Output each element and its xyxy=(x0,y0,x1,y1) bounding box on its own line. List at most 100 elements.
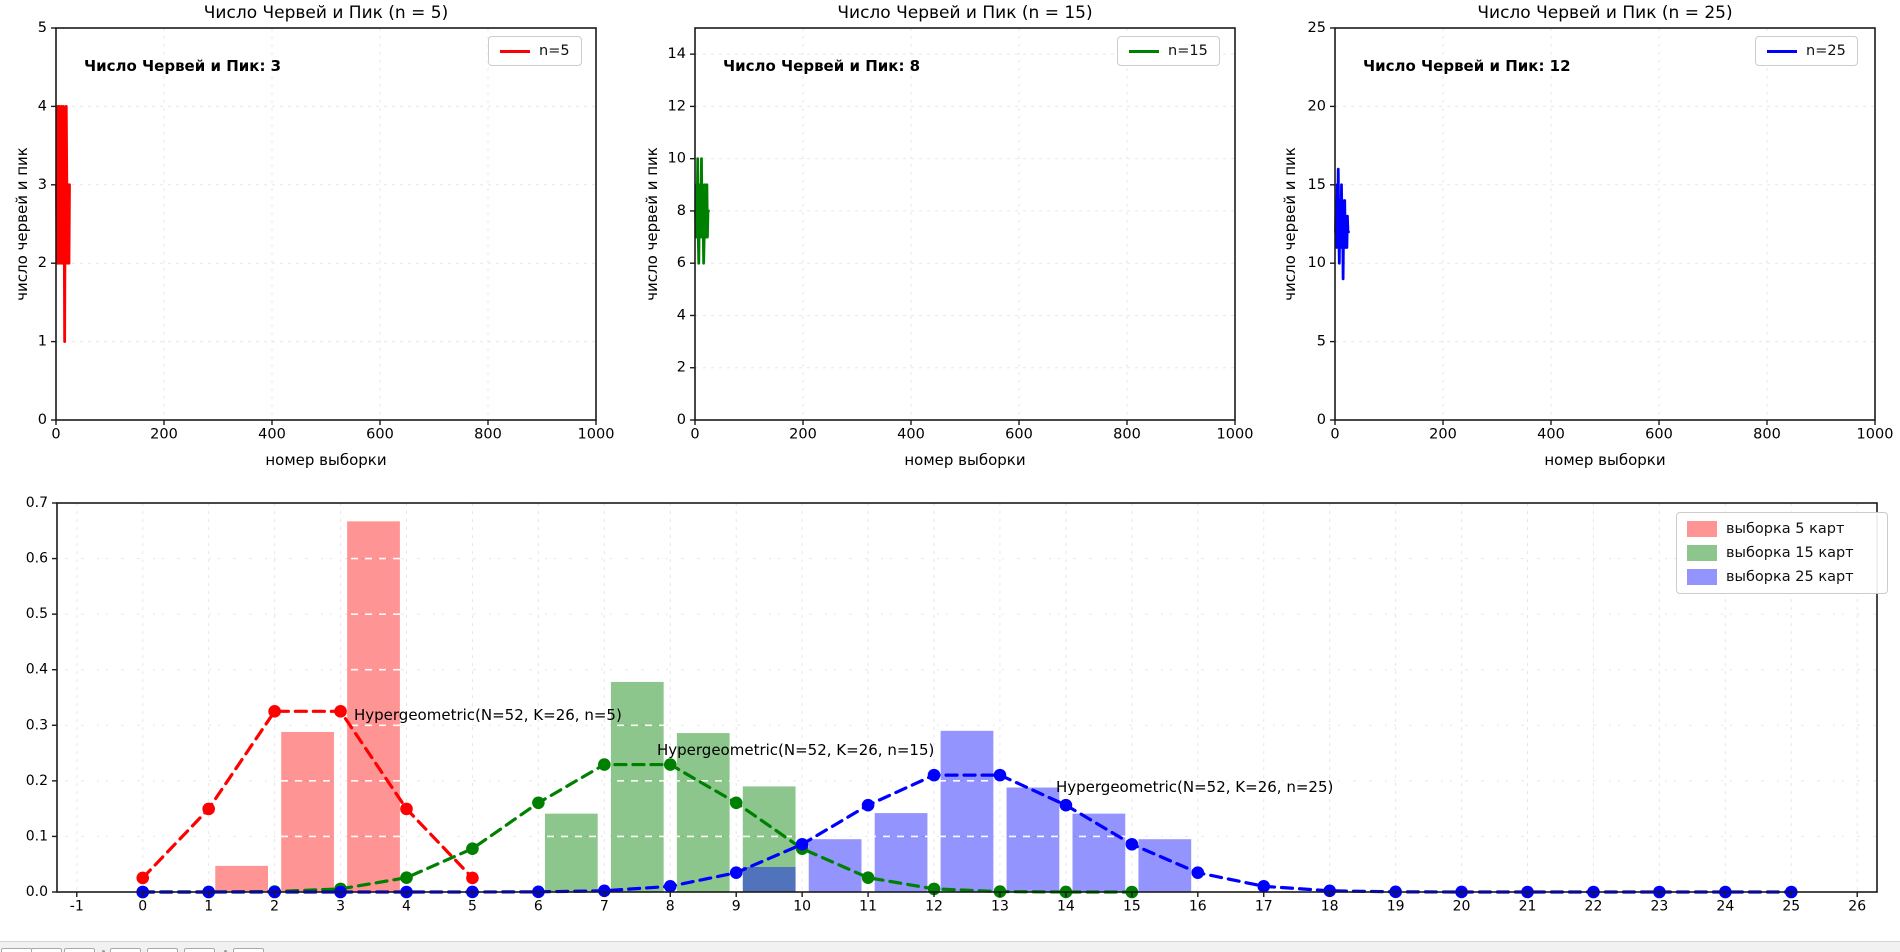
svg-text:11: 11 xyxy=(859,899,877,915)
svg-text:10: 10 xyxy=(793,899,811,915)
svg-text:17: 17 xyxy=(1255,899,1273,915)
chart1-title: Число Червей и Пик (n = 5) xyxy=(203,3,449,23)
chart2-annotation: Число Червей и Пик: 8 xyxy=(723,57,921,75)
svg-text:15: 15 xyxy=(1308,177,1326,193)
svg-text:12: 12 xyxy=(925,899,943,915)
svg-text:600: 600 xyxy=(1005,427,1033,443)
svg-text:4: 4 xyxy=(38,98,47,114)
svg-text:7: 7 xyxy=(600,899,609,915)
svg-text:10: 10 xyxy=(668,151,686,167)
histogram-legend: выборка 5 карт выборка 15 карт выборка 2… xyxy=(1676,512,1888,594)
legend-label: выборка 5 карт xyxy=(1726,521,1845,537)
svg-text:24: 24 xyxy=(1716,899,1734,915)
svg-text:21: 21 xyxy=(1519,899,1537,915)
svg-text:3: 3 xyxy=(336,899,345,915)
svg-text:800: 800 xyxy=(474,427,502,443)
svg-text:5: 5 xyxy=(1317,334,1326,350)
svg-text:800: 800 xyxy=(1113,427,1141,443)
svg-text:0.3: 0.3 xyxy=(26,717,48,733)
svg-text:400: 400 xyxy=(897,427,925,443)
chart2-xlabel: номер выборки xyxy=(904,451,1026,469)
svg-text:25: 25 xyxy=(1308,20,1326,36)
svg-text:200: 200 xyxy=(150,427,178,443)
chart1-annotation: Число Червей и Пик: 3 xyxy=(84,57,282,75)
svg-text:0.6: 0.6 xyxy=(26,551,48,567)
toolbar-button[interactable] xyxy=(147,948,178,952)
legend-patch-swatch xyxy=(1687,569,1717,585)
legend-label: n=5 xyxy=(539,43,570,59)
svg-text:2: 2 xyxy=(38,255,47,271)
svg-text:14: 14 xyxy=(668,46,686,62)
svg-text:600: 600 xyxy=(1645,427,1673,443)
legend-patch-swatch xyxy=(1687,521,1717,537)
svg-text:0: 0 xyxy=(51,427,60,443)
svg-text:1000: 1000 xyxy=(1217,427,1254,443)
legend-line-swatch xyxy=(500,49,530,53)
svg-text:6: 6 xyxy=(534,899,543,915)
svg-text:0.4: 0.4 xyxy=(26,662,48,678)
toolbar-separator xyxy=(224,950,227,952)
legend-label: выборка 25 карт xyxy=(1726,569,1854,585)
svg-text:600: 600 xyxy=(366,427,394,443)
pmf-annotation-n25: Hypergeometric(N=52, K=26, n=25) xyxy=(1056,778,1334,796)
chart3-xlabel: номер выборки xyxy=(1544,451,1666,469)
legend-label: n=25 xyxy=(1806,43,1846,59)
toolbar-button[interactable] xyxy=(1,948,32,952)
svg-text:20: 20 xyxy=(1453,899,1471,915)
svg-text:16: 16 xyxy=(1189,899,1207,915)
svg-text:22: 22 xyxy=(1585,899,1603,915)
chart3-annotation: Число Червей и Пик: 12 xyxy=(1363,57,1571,75)
svg-text:0.5: 0.5 xyxy=(26,606,48,622)
svg-text:12: 12 xyxy=(668,98,686,114)
svg-text:5: 5 xyxy=(38,20,47,36)
pmf-annotation-n5: Hypergeometric(N=52, K=26, n=5) xyxy=(354,706,622,724)
legend-row: выборка 25 карт xyxy=(1687,569,1877,585)
svg-text:14: 14 xyxy=(1057,899,1075,915)
svg-text:19: 19 xyxy=(1387,899,1405,915)
svg-text:5: 5 xyxy=(468,899,477,915)
svg-text:15: 15 xyxy=(1123,899,1141,915)
svg-text:200: 200 xyxy=(789,427,817,443)
chart2-ylabel: число червей и пик xyxy=(643,147,661,301)
svg-text:4: 4 xyxy=(402,899,411,915)
pmf-annotation-n15: Hypergeometric(N=52, K=26, n=15) xyxy=(657,741,935,759)
chart2-legend: n=15 xyxy=(1117,36,1220,66)
chart3-legend: n=25 xyxy=(1755,36,1858,66)
toolbar-button[interactable] xyxy=(64,948,95,952)
legend-label: выборка 15 карт xyxy=(1726,545,1854,561)
toolbar-button[interactable] xyxy=(233,948,264,952)
svg-text:10: 10 xyxy=(1308,255,1326,271)
toolbar-button[interactable] xyxy=(31,948,62,952)
chart2-title: Число Червей и Пик (n = 15) xyxy=(837,3,1093,23)
svg-text:25: 25 xyxy=(1782,899,1800,915)
svg-text:6: 6 xyxy=(677,255,686,271)
svg-text:9: 9 xyxy=(732,899,741,915)
chart1-xlabel: номер выборки xyxy=(265,451,387,469)
legend-row: выборка 5 карт xyxy=(1687,521,1877,537)
svg-text:0.1: 0.1 xyxy=(26,828,48,844)
svg-text:0: 0 xyxy=(138,899,147,915)
svg-text:0: 0 xyxy=(677,412,686,428)
svg-text:3: 3 xyxy=(38,177,47,193)
toolbar-button[interactable] xyxy=(184,948,215,952)
svg-text:1000: 1000 xyxy=(1857,427,1894,443)
legend-row: выборка 15 карт xyxy=(1687,545,1877,561)
svg-text:0: 0 xyxy=(38,412,47,428)
svg-text:0.0: 0.0 xyxy=(26,884,48,900)
svg-text:1: 1 xyxy=(204,899,213,915)
svg-text:13: 13 xyxy=(991,899,1009,915)
legend-label: n=15 xyxy=(1168,43,1208,59)
svg-text:26: 26 xyxy=(1848,899,1866,915)
chart3-ylabel: число червей и пик xyxy=(1281,147,1299,301)
toolbar-separator xyxy=(102,950,105,952)
svg-text:8: 8 xyxy=(666,899,675,915)
svg-text:0: 0 xyxy=(1317,412,1326,428)
matplotlib-toolbar xyxy=(0,941,1900,952)
legend-patch-swatch xyxy=(1687,545,1717,561)
svg-text:400: 400 xyxy=(1537,427,1565,443)
toolbar-button[interactable] xyxy=(110,948,141,952)
svg-text:-1: -1 xyxy=(70,899,84,915)
svg-text:20: 20 xyxy=(1308,98,1326,114)
